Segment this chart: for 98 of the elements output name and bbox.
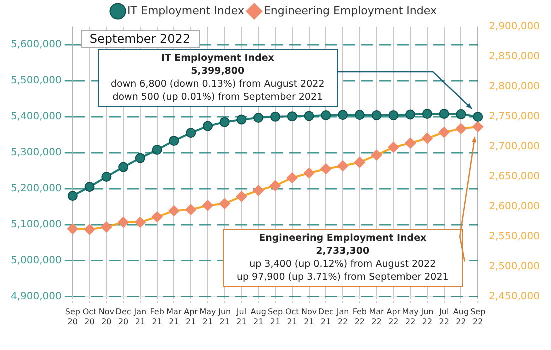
x-tick-label: Aug 21 <box>250 308 266 326</box>
point <box>236 114 247 125</box>
point <box>270 180 281 192</box>
point <box>270 112 280 122</box>
point <box>304 111 314 122</box>
x-tick-label: Nov 21 <box>301 308 318 326</box>
point <box>253 185 264 196</box>
point <box>84 224 96 236</box>
legend-label: IT Employment Index <box>128 4 245 18</box>
point <box>473 112 484 122</box>
point <box>102 172 112 182</box>
y-tick-label: 5,100,000 <box>10 219 62 230</box>
point <box>202 121 213 132</box>
y2-tick-label: 2,500,000 <box>489 261 540 272</box>
point <box>388 142 400 154</box>
point <box>168 206 180 217</box>
point <box>304 168 315 179</box>
annotation: Engineering Employment Index 2,733,300 up 3,400 (up 0.12%) from August 2022 up 97,900 (up 3.71%) from September 2021 <box>236 232 450 284</box>
point <box>135 153 146 164</box>
chart-title: September 2022 <box>80 30 200 48</box>
y-tick-label: 5,400,000 <box>10 112 62 123</box>
point <box>354 110 365 120</box>
y2-tick-label: 2,900,000 <box>489 22 540 33</box>
y-tick-label: 5,000,000 <box>10 255 62 266</box>
point <box>220 117 230 128</box>
point <box>118 216 130 228</box>
y2-tick-label: 2,750,000 <box>489 112 540 123</box>
x-tick-label: Mar 22 <box>369 308 386 326</box>
x-tick-label: Sep 21 <box>268 308 284 326</box>
x-tick-label: Jul 22 <box>438 308 450 326</box>
y2-tick-label: 2,550,000 <box>489 231 540 242</box>
point <box>152 145 162 156</box>
point <box>152 212 163 223</box>
y2-tick-label: 2,800,000 <box>489 82 540 93</box>
point <box>202 200 214 212</box>
point <box>456 109 466 120</box>
x-tick-label: Nov 20 <box>98 308 115 326</box>
x-tick-label: Dec 21 <box>318 308 334 326</box>
x-tick-label: Jan 21 <box>133 308 147 326</box>
y2-tick-label: 2,450,000 <box>489 291 540 302</box>
point <box>406 110 416 120</box>
point <box>338 110 348 120</box>
point <box>236 191 248 202</box>
point <box>84 182 95 192</box>
x-tick-label: Jul 21 <box>236 308 247 326</box>
x-tick-label: Oct 20 <box>82 308 97 326</box>
x-tick-label: May 21 <box>200 308 216 326</box>
point <box>101 222 112 233</box>
y-tick-label: 5,600,000 <box>10 40 62 51</box>
point <box>439 109 450 120</box>
y-tick-label: 5,500,000 <box>10 76 62 87</box>
x-tick-label: Apr 21 <box>184 308 199 326</box>
x-tick-label: Feb 22 <box>352 308 368 326</box>
point <box>134 216 146 228</box>
point <box>186 204 197 216</box>
x-tick-label: Jun 22 <box>420 308 434 326</box>
point <box>68 191 78 202</box>
point <box>320 164 332 175</box>
y2-tick-label: 2,700,000 <box>489 142 540 153</box>
x-tick-label: Oct 21 <box>285 308 300 326</box>
point <box>354 157 366 168</box>
x-tick-label: Sep 22 <box>470 308 486 326</box>
point <box>388 110 399 120</box>
y2-tick-label: 2,850,000 <box>489 52 540 63</box>
point <box>371 150 382 161</box>
point <box>372 110 382 120</box>
x-tick-label: Sep 20 <box>65 308 80 326</box>
y2-tick-label: 2,600,000 <box>489 201 540 212</box>
point <box>67 224 78 235</box>
point <box>472 121 484 132</box>
y2-tick-label: 2,650,000 <box>489 171 540 182</box>
point <box>456 123 467 134</box>
point <box>405 138 416 149</box>
x-tick-label: Jun 21 <box>218 308 232 326</box>
point <box>438 127 450 138</box>
x-tick-label: Jan 22 <box>336 308 350 326</box>
point <box>287 112 298 122</box>
point <box>422 109 432 120</box>
point <box>254 113 264 124</box>
x-tick-label: Mar 21 <box>166 308 182 326</box>
point <box>422 133 433 144</box>
point <box>169 136 180 146</box>
point <box>338 160 349 172</box>
y-tick-label: 4,900,000 <box>10 291 62 302</box>
x-tick-label: Aug 22 <box>453 308 470 326</box>
x-tick-label: Apr 22 <box>386 308 402 326</box>
legend-label: Engineering Employment Index <box>264 4 438 18</box>
y-tick-label: 5,200,000 <box>10 183 62 194</box>
point <box>286 172 298 184</box>
annotation: IT Employment Index 5,399,800 down 6,800 (down 0.13%) from August 2022 down 500 (up 0.01%) from September 2021 <box>110 52 326 104</box>
point <box>186 128 196 138</box>
y-tick-label: 5,300,000 <box>10 148 62 158</box>
x-tick-label: Feb 21 <box>150 308 164 326</box>
point <box>321 110 332 120</box>
x-tick-label: May 22 <box>402 308 420 326</box>
point <box>118 162 129 172</box>
point <box>219 198 230 210</box>
x-tick-label: Dec 20 <box>116 308 132 326</box>
